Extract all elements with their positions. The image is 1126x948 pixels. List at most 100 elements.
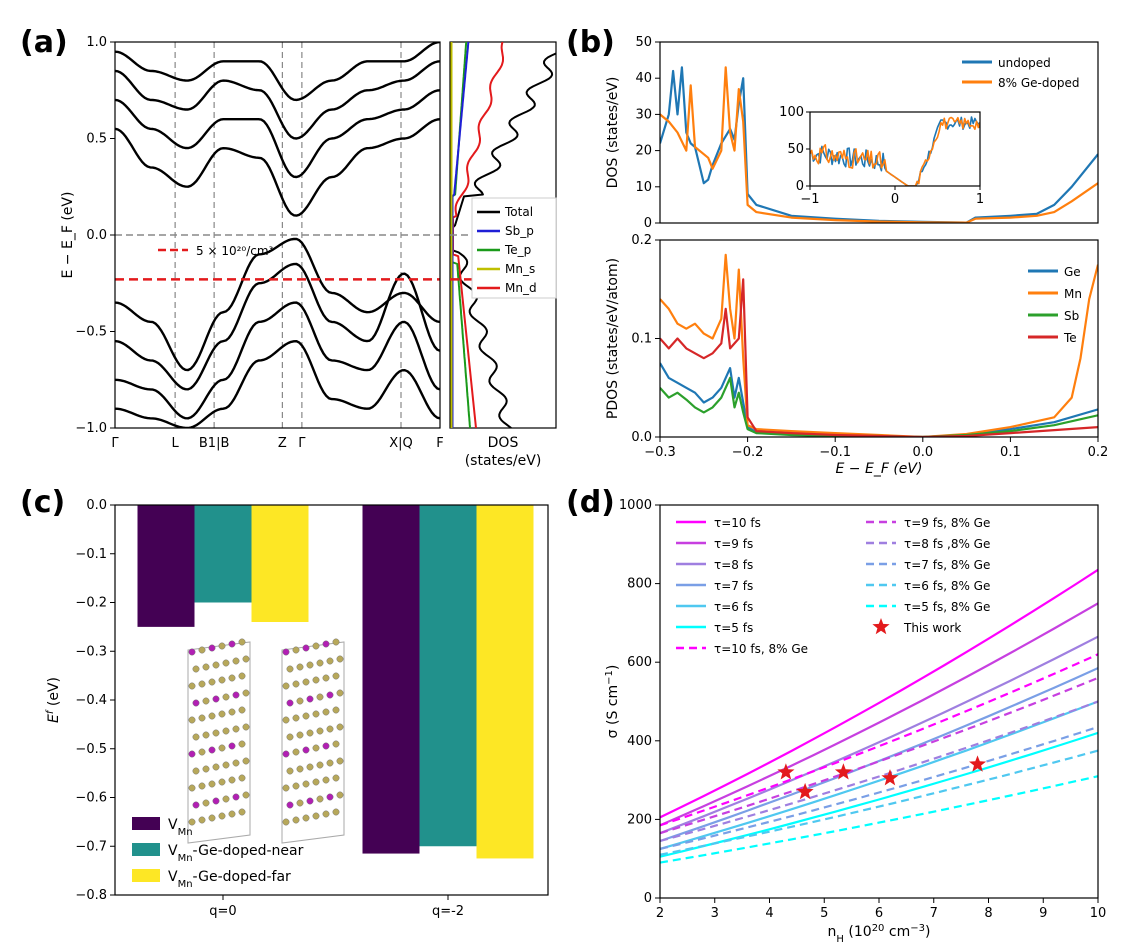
atom	[292, 782, 300, 790]
series-line	[660, 700, 1098, 850]
atom	[202, 731, 210, 739]
series-line	[660, 725, 1098, 850]
y-tick-label: −0.4	[75, 693, 107, 708]
bar	[251, 505, 309, 622]
x-tick-label: 0.0	[912, 445, 933, 460]
series-line	[660, 376, 1098, 437]
atom	[202, 663, 210, 671]
y-tick-label: 0	[644, 891, 652, 906]
y-axis-label: PDOS (states/eV/atom)	[605, 258, 621, 419]
atom	[242, 655, 250, 663]
atom	[322, 742, 330, 750]
legend-label: Total	[504, 205, 533, 219]
panel-label-a: (a)	[20, 25, 68, 60]
atom	[302, 780, 310, 788]
atom	[228, 742, 236, 750]
legend-label: VMn-Ge-doped-near	[168, 843, 304, 864]
atom	[208, 678, 216, 686]
panel-c-formation-energy: 0.0 −0.1 −0.2 −0.3 −0.4 −0.5 −0.6 −0.7 −0.8 q=0 q=…	[45, 498, 549, 919]
atom	[222, 727, 230, 735]
atom	[322, 640, 330, 648]
legend-label: τ=6 fs, 8% Ge	[904, 579, 990, 593]
series-line	[660, 253, 1098, 437]
atom	[302, 644, 310, 652]
legend-label: 8% Ge-doped	[998, 76, 1079, 90]
x-tick-label: −0.3	[644, 445, 676, 460]
kpath-label: Z	[278, 436, 287, 451]
dos-legend: Total Sb_p Te_p Mn_s Mn_d	[471, 197, 557, 299]
atom	[222, 761, 230, 769]
atom	[302, 712, 310, 720]
inset-y-tick-label: 0	[796, 179, 804, 194]
atom	[322, 708, 330, 716]
data-point-star	[881, 769, 899, 786]
y-axis-label: E − E_F (eV)	[60, 192, 76, 279]
band-line	[115, 340, 440, 428]
inset-y-tick-label: 50	[787, 142, 804, 157]
legend-swatch	[132, 817, 160, 830]
atom	[218, 778, 226, 786]
kpath-label: Γ	[298, 436, 306, 451]
data-point-star	[834, 763, 852, 780]
atom	[282, 818, 290, 826]
legend-swatch	[132, 869, 160, 882]
y-tick-label: 0.5	[86, 132, 107, 147]
band-line	[115, 42, 440, 102]
atom	[316, 659, 324, 667]
x-tick-label: 10	[1090, 906, 1107, 921]
legend-label: τ=6 fs	[714, 600, 753, 614]
atom	[292, 680, 300, 688]
atom	[212, 763, 220, 771]
panel-label-c: (c)	[20, 485, 65, 520]
atom	[332, 774, 340, 782]
atom	[306, 695, 314, 703]
legend-label: Te_p	[504, 243, 531, 257]
atom	[316, 727, 324, 735]
atom	[316, 795, 324, 803]
atom	[228, 810, 236, 818]
atom	[296, 731, 304, 739]
y-tick-label: 20	[635, 144, 652, 159]
atom	[198, 680, 206, 688]
atom	[292, 816, 300, 824]
atom	[332, 672, 340, 680]
atom	[336, 791, 344, 799]
panel-label-d: (d)	[566, 485, 615, 520]
atom	[242, 757, 250, 765]
atom	[212, 661, 220, 669]
atom	[286, 665, 294, 673]
atom	[238, 808, 246, 816]
atom	[242, 689, 250, 697]
y-tick-label: 40	[635, 71, 652, 86]
atom	[222, 693, 230, 701]
atom	[316, 693, 324, 701]
series-line	[660, 667, 1098, 843]
atom	[286, 801, 294, 809]
legend-label: Mn_s	[505, 262, 535, 276]
band-line	[115, 237, 440, 372]
atom	[332, 706, 340, 714]
atom	[292, 748, 300, 756]
x-tick-label: 4	[765, 906, 773, 921]
kpath-label: L	[172, 436, 180, 451]
atom	[198, 748, 206, 756]
y-tick-label: −0.6	[75, 791, 107, 806]
x-tick-label: 3	[711, 906, 719, 921]
atom	[312, 778, 320, 786]
panel-label-b: (b)	[566, 25, 615, 60]
atom	[306, 729, 314, 737]
atom	[218, 812, 226, 820]
atom	[188, 750, 196, 758]
band-line	[115, 262, 440, 391]
legend-label: τ=7 fs, 8% Ge	[904, 558, 990, 572]
y-tick-label: −0.3	[75, 644, 107, 659]
atom	[292, 714, 300, 722]
atom	[282, 716, 290, 724]
series-line	[660, 602, 1098, 827]
legend-label: Mn_d	[505, 281, 537, 295]
atom	[312, 676, 320, 684]
atom	[238, 706, 246, 714]
atom	[332, 638, 340, 646]
